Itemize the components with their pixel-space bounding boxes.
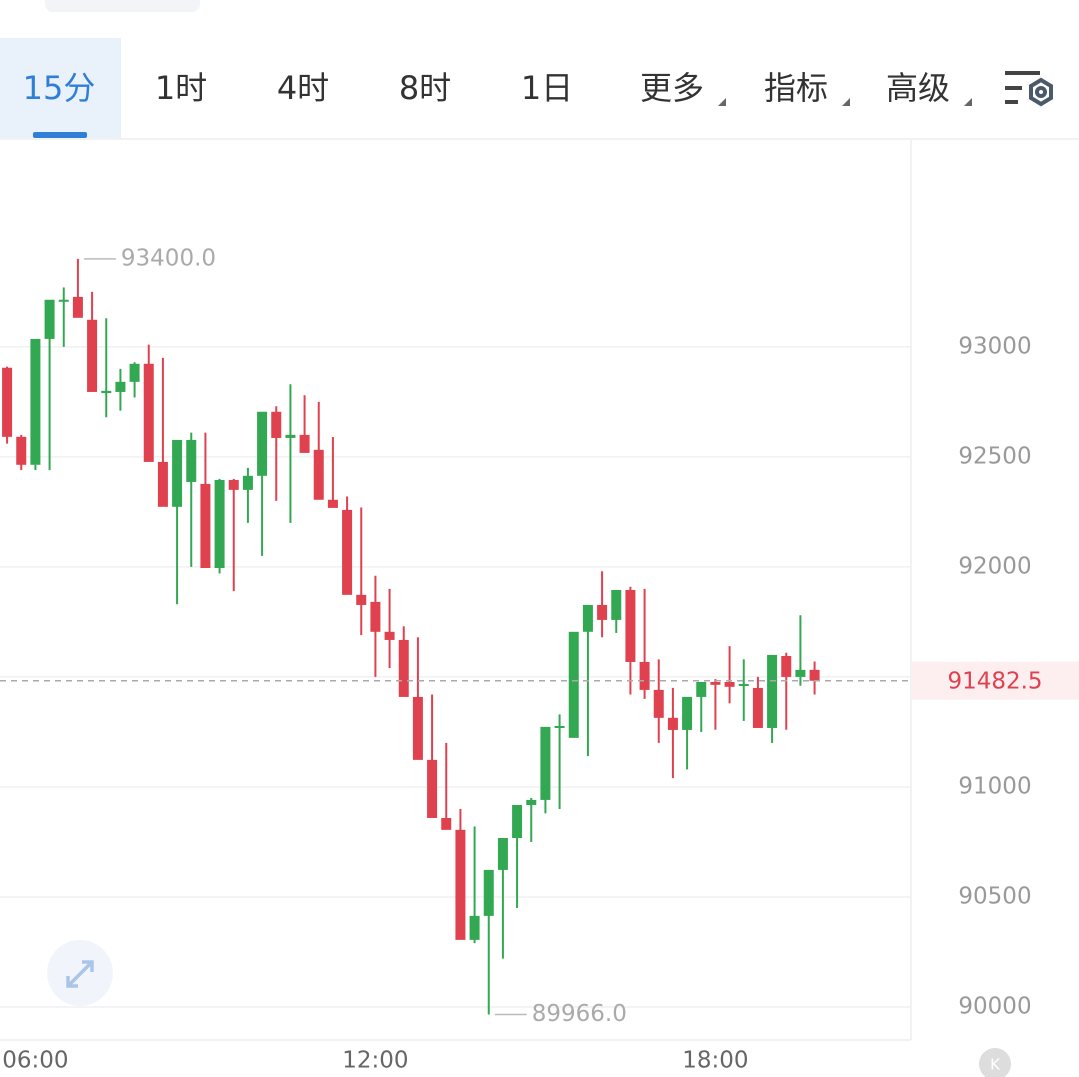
tab[interactable]: 4时 xyxy=(277,69,329,107)
candle-body xyxy=(412,696,423,760)
tab[interactable]: 更多 xyxy=(640,69,704,107)
active-tab-underline xyxy=(33,132,87,138)
tab[interactable]: 8时 xyxy=(399,69,451,107)
candle-body xyxy=(512,804,523,838)
tab[interactable]: 1日 xyxy=(521,69,573,107)
candle-body xyxy=(327,499,338,508)
y-tick-label: 91000 xyxy=(958,773,1031,799)
candle-body xyxy=(653,689,664,718)
svg-text:K: K xyxy=(990,1056,1001,1074)
expand-button[interactable] xyxy=(47,940,113,1006)
candle-body xyxy=(597,604,608,620)
settings-icon[interactable] xyxy=(1005,71,1053,107)
last-price-label: 91482.5 xyxy=(947,668,1042,694)
candle-body xyxy=(228,479,239,490)
candle-body xyxy=(101,390,112,394)
candle-body xyxy=(356,594,367,605)
candle-body xyxy=(271,411,282,438)
candle-body xyxy=(526,799,537,805)
candle-body xyxy=(370,601,381,632)
y-tick-label: 92500 xyxy=(958,443,1031,469)
partial-top-tab xyxy=(45,0,200,12)
candle-body xyxy=(540,726,551,800)
candle-body xyxy=(186,439,197,482)
candle-body xyxy=(143,363,154,462)
y-tick-label: 93000 xyxy=(958,333,1031,359)
candle-body xyxy=(200,483,211,568)
candle-body xyxy=(611,590,622,620)
candle-body xyxy=(313,449,324,500)
candle-body xyxy=(696,681,707,697)
candle-body xyxy=(257,411,268,476)
x-tick-label: 12:00 xyxy=(342,1048,408,1074)
candle-body xyxy=(172,439,183,507)
candle-body xyxy=(752,687,763,728)
candle-body xyxy=(483,869,494,916)
candle-body xyxy=(781,656,792,677)
candle-body xyxy=(682,696,693,730)
candle-body xyxy=(129,363,140,382)
k-icon[interactable]: K xyxy=(979,1048,1011,1077)
candle-body xyxy=(242,475,253,490)
last-price-box xyxy=(912,661,1079,700)
y-tick-label: 90000 xyxy=(958,993,1031,1019)
dropdown-caret xyxy=(964,98,972,106)
candle-body xyxy=(87,319,98,392)
dropdown-caret xyxy=(718,98,726,106)
candle-body xyxy=(285,434,296,438)
candle-body xyxy=(16,436,27,465)
candle-body xyxy=(384,631,395,640)
tab[interactable]: 指标 xyxy=(764,69,828,107)
candle-body xyxy=(30,338,41,465)
candle-body xyxy=(455,829,466,940)
candle-body xyxy=(724,681,735,687)
x-tick-label: 06:00 xyxy=(2,1048,68,1074)
candle-body xyxy=(497,837,508,870)
candle-body xyxy=(427,759,438,818)
candle-body xyxy=(469,915,480,940)
candle-body xyxy=(667,717,678,730)
candle-body xyxy=(342,509,353,595)
candle-body xyxy=(639,661,650,690)
candle-body xyxy=(767,654,778,728)
candle-body xyxy=(582,604,593,632)
candle-body xyxy=(554,725,565,728)
candle-body xyxy=(738,683,749,686)
candle-body xyxy=(157,461,168,507)
candle-body xyxy=(58,299,69,302)
candle-body xyxy=(2,367,13,437)
candle-body xyxy=(441,817,452,830)
active-tab-bg xyxy=(0,38,121,138)
tab[interactable]: 15分 xyxy=(23,69,96,107)
candle-body xyxy=(795,669,806,677)
y-tick-label: 92000 xyxy=(958,553,1031,579)
tab[interactable]: 高级 xyxy=(886,69,950,107)
candle-body xyxy=(568,631,579,738)
extreme-label: 89966.0 xyxy=(532,1001,627,1027)
y-tick-label: 90500 xyxy=(958,883,1031,909)
x-tick-label: 18:00 xyxy=(682,1048,748,1074)
candle-body xyxy=(809,669,820,681)
dropdown-caret xyxy=(842,98,850,106)
candle-body xyxy=(398,639,409,697)
candle-body xyxy=(710,681,721,685)
candle-body xyxy=(72,296,83,318)
tab[interactable]: 1时 xyxy=(155,69,207,107)
candle-body xyxy=(299,434,310,453)
candle-body xyxy=(115,381,126,392)
candle-body xyxy=(44,299,55,339)
candle-body xyxy=(625,590,636,662)
extreme-label: 93400.0 xyxy=(121,245,216,271)
candle-body xyxy=(214,479,225,568)
